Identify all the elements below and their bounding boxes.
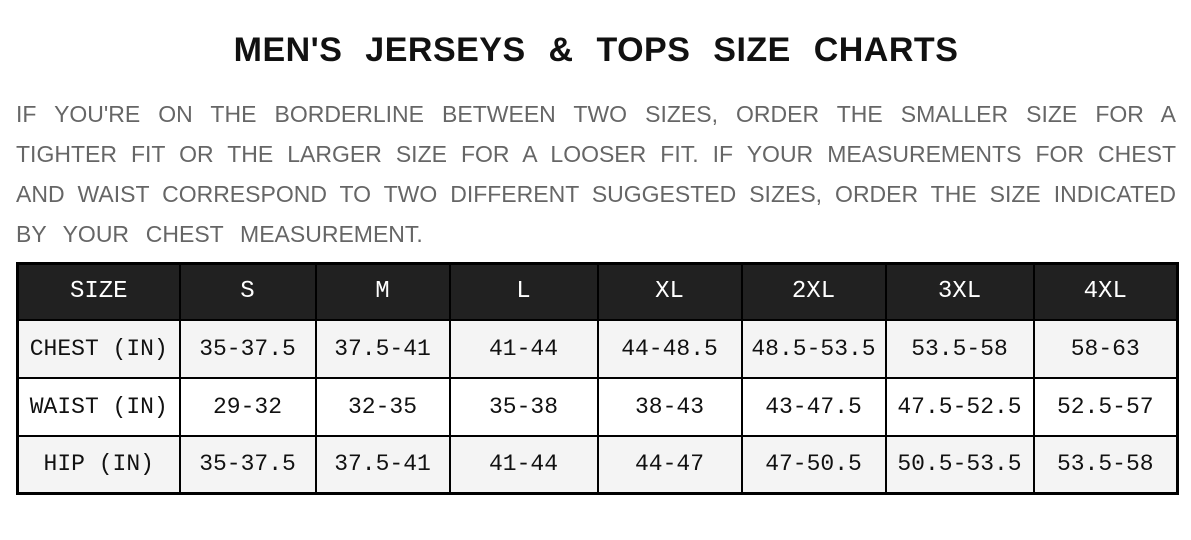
cell-chest-s: 35-37.5 [178,318,317,379]
col-header-3xl: 3XL [884,262,1035,321]
col-header-size: SIZE [16,262,181,321]
cell-waist-l: 35-38 [448,376,599,437]
col-header-2xl: 2XL [740,262,887,321]
table-row-chest: CHEST (IN) 35-37.5 37.5-41 41-44 44-48.5… [16,318,1179,379]
cell-chest-m: 37.5-41 [314,318,451,379]
cell-chest-4xl: 58-63 [1032,318,1179,379]
description-line-3: AND WAIST CORRESPOND TO TWO DIFFERENT SU… [16,181,1176,207]
cell-waist-s: 29-32 [178,376,317,437]
col-header-l: L [448,262,599,321]
cell-hip-4xl: 53.5-58 [1032,434,1179,495]
row-label-waist: WAIST (IN) [16,376,181,437]
cell-hip-m: 37.5-41 [314,434,451,495]
row-label-chest: CHEST (IN) [16,318,181,379]
cell-chest-3xl: 53.5-58 [884,318,1035,379]
col-header-4xl: 4XL [1032,262,1179,321]
row-label-hip: HIP (IN) [16,434,181,495]
col-header-s: S [178,262,317,321]
description-line-2: TIGHTER FIT OR THE LARGER SIZE FOR A LOO… [16,141,1176,167]
table-header-row: SIZE S M L XL 2XL 3XL 4XL [16,262,1179,321]
table-row-hip: HIP (IN) 35-37.5 37.5-41 41-44 44-47 47-… [16,434,1179,495]
col-header-xl: XL [596,262,743,321]
description-line-1: IF YOU'RE ON THE BORDERLINE BETWEEN TWO … [16,101,1176,127]
description-line-4: BY YOUR CHEST MEASUREMENT. [16,221,423,247]
cell-waist-xl: 38-43 [596,376,743,437]
cell-waist-4xl: 52.5-57 [1032,376,1179,437]
size-chart-page: MEN'S JERSEYS & TOPS SIZE CHARTS IF YOU'… [0,30,1191,540]
cell-waist-2xl: 43-47.5 [740,376,887,437]
cell-hip-3xl: 50.5-53.5 [884,434,1035,495]
cell-waist-3xl: 47.5-52.5 [884,376,1035,437]
cell-chest-l: 41-44 [448,318,599,379]
cell-hip-xl: 44-47 [596,434,743,495]
cell-chest-xl: 44-48.5 [596,318,743,379]
cell-hip-l: 41-44 [448,434,599,495]
col-header-m: M [314,262,451,321]
page-title: MEN'S JERSEYS & TOPS SIZE CHARTS [233,31,959,69]
cell-waist-m: 32-35 [314,376,451,437]
cell-chest-2xl: 48.5-53.5 [740,318,887,379]
size-chart-table: SIZE S M L XL 2XL 3XL 4XL CHEST (IN) 35-… [16,262,1179,495]
size-guidance-text: IF YOU'RE ON THE BORDERLINE BETWEEN TWO … [16,94,1176,254]
cell-hip-s: 35-37.5 [178,434,317,495]
table-row-waist: WAIST (IN) 29-32 32-35 35-38 38-43 43-47… [16,376,1179,437]
cell-hip-2xl: 47-50.5 [740,434,887,495]
